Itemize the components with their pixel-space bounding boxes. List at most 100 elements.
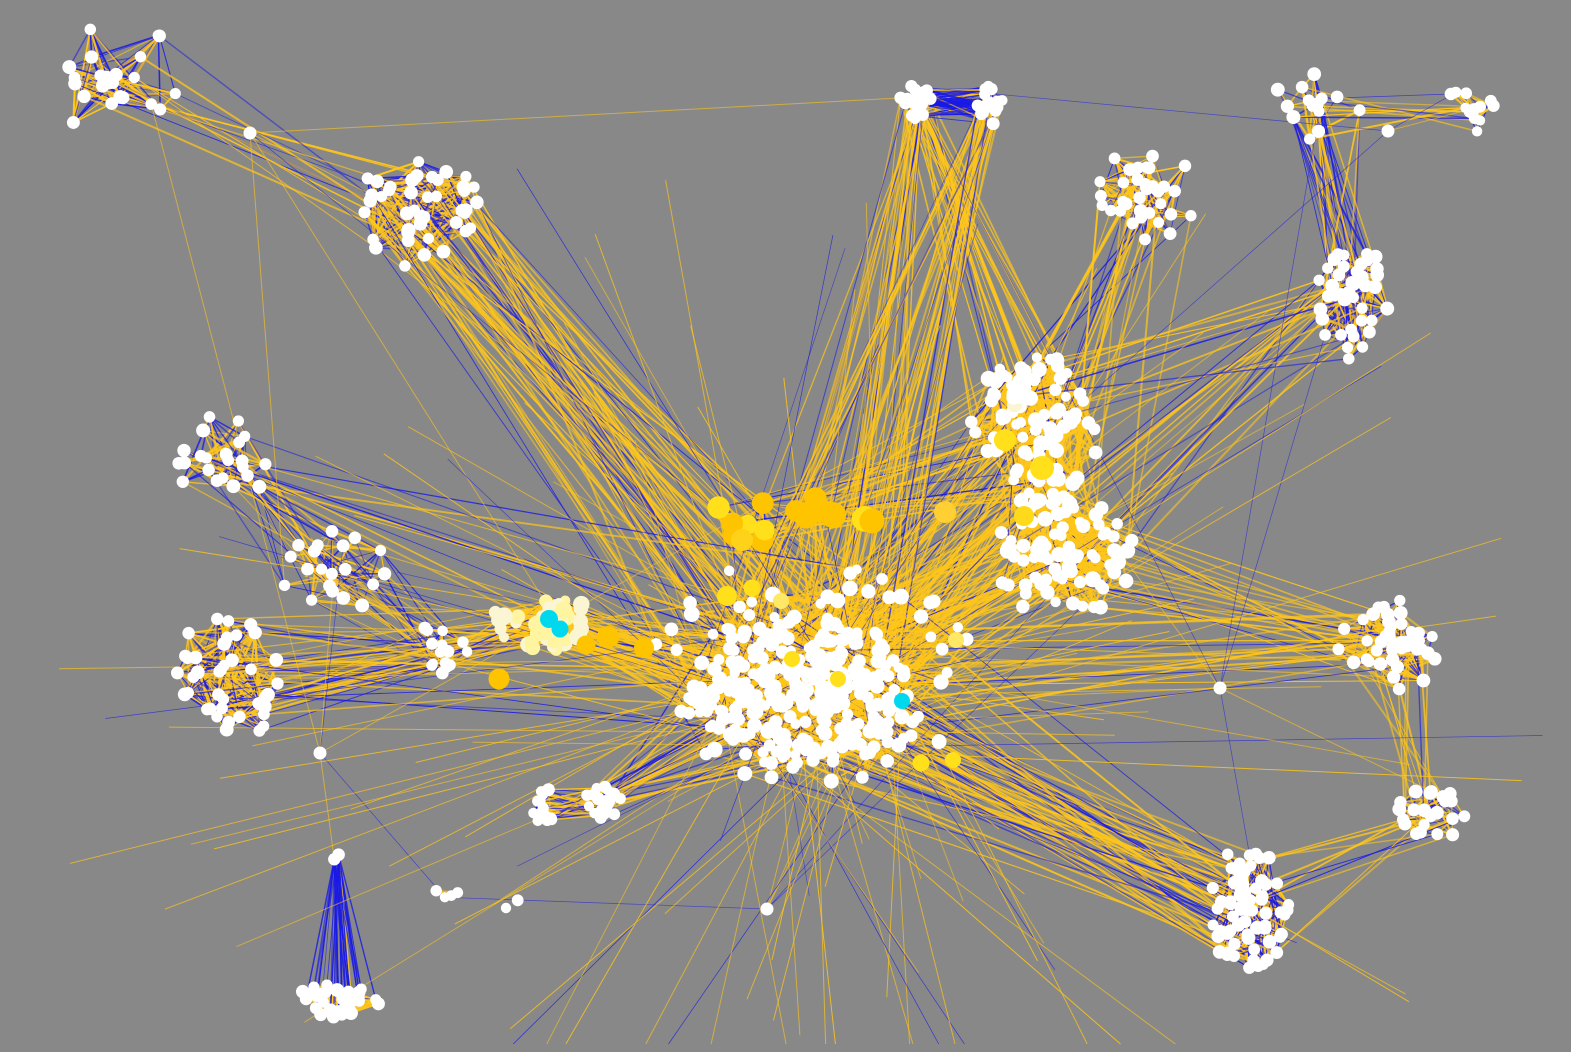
graph-node[interactable] <box>1428 652 1442 666</box>
graph-node[interactable] <box>1133 191 1146 205</box>
graph-node[interactable] <box>683 595 697 610</box>
graph-node[interactable] <box>969 426 982 439</box>
graph-node[interactable] <box>1395 617 1408 631</box>
graph-node[interactable] <box>459 224 472 238</box>
graph-node[interactable] <box>169 88 181 100</box>
graph-node[interactable] <box>764 770 779 785</box>
graph-node[interactable] <box>1221 848 1234 861</box>
graph-node[interactable] <box>923 595 937 610</box>
graph-node[interactable] <box>210 474 224 487</box>
graph-node[interactable] <box>1117 176 1130 189</box>
graph-node[interactable] <box>84 23 97 36</box>
graph-node[interactable] <box>1280 99 1295 113</box>
graph-node[interactable] <box>707 496 730 519</box>
graph-node-bridge[interactable] <box>243 126 257 140</box>
graph-node[interactable] <box>980 370 997 387</box>
graph-node-high-value[interactable] <box>859 508 885 534</box>
graph-node-high-value[interactable] <box>820 502 846 528</box>
graph-node[interactable] <box>203 702 217 716</box>
graph-node[interactable] <box>457 636 469 648</box>
graph-node[interactable] <box>935 642 949 656</box>
graph-node[interactable] <box>859 748 872 761</box>
graph-node[interactable] <box>699 747 713 761</box>
graph-node[interactable] <box>1379 629 1393 643</box>
graph-node[interactable] <box>894 709 910 725</box>
graph-node[interactable] <box>1394 594 1406 607</box>
graph-node-bridge[interactable] <box>1381 124 1395 138</box>
graph-node[interactable] <box>367 578 380 591</box>
graph-node[interactable] <box>751 492 774 515</box>
graph-node[interactable] <box>1146 180 1159 193</box>
graph-node[interactable] <box>154 103 167 116</box>
graph-node[interactable] <box>559 634 572 647</box>
graph-node[interactable] <box>545 812 557 825</box>
graph-node[interactable] <box>384 180 397 194</box>
graph-node[interactable] <box>1107 530 1120 543</box>
graph-node[interactable] <box>1253 851 1266 864</box>
graph-node[interactable] <box>1094 501 1109 516</box>
graph-node[interactable] <box>1010 389 1025 404</box>
graph-node[interactable] <box>1357 613 1369 626</box>
graph-node[interactable] <box>434 646 446 658</box>
graph-node[interactable] <box>824 634 838 648</box>
graph-node[interactable] <box>1094 189 1107 202</box>
graph-node[interactable] <box>534 795 546 808</box>
graph-node-highlighted[interactable] <box>540 610 558 628</box>
graph-node[interactable] <box>1084 571 1101 588</box>
graph-node[interactable] <box>1270 877 1284 890</box>
graph-node-high-value[interactable] <box>934 501 956 523</box>
graph-node[interactable] <box>399 206 414 221</box>
graph-node[interactable] <box>1051 402 1067 418</box>
graph-node[interactable] <box>358 206 371 219</box>
graph-node[interactable] <box>1033 445 1045 457</box>
graph-node[interactable] <box>1119 542 1136 559</box>
graph-node[interactable] <box>325 584 339 598</box>
graph-node[interactable] <box>1393 605 1408 620</box>
graph-node[interactable] <box>542 783 555 796</box>
graph-node[interactable] <box>816 635 829 647</box>
graph-node[interactable] <box>1017 554 1030 567</box>
graph-node[interactable] <box>880 725 894 739</box>
graph-node[interactable] <box>348 531 362 545</box>
graph-node[interactable] <box>694 655 709 671</box>
graph-node[interactable] <box>1327 287 1342 302</box>
graph-node[interactable] <box>1386 643 1399 657</box>
graph-node[interactable] <box>452 887 464 899</box>
graph-node-high-value[interactable] <box>994 429 1016 451</box>
graph-node-high-value[interactable] <box>945 752 961 768</box>
graph-node[interactable] <box>1418 818 1430 831</box>
graph-node[interactable] <box>857 677 872 693</box>
graph-node[interactable] <box>893 588 909 605</box>
graph-node-high-value[interactable] <box>912 754 930 772</box>
graph-node[interactable] <box>1106 543 1122 558</box>
graph-node[interactable] <box>1056 419 1072 434</box>
graph-node[interactable] <box>417 248 432 262</box>
graph-node[interactable] <box>829 650 845 666</box>
graph-node[interactable] <box>788 687 803 702</box>
graph-node[interactable] <box>410 169 424 183</box>
graph-node[interactable] <box>1337 260 1350 273</box>
graph-node[interactable] <box>848 636 862 650</box>
graph-node[interactable] <box>589 808 600 819</box>
graph-node[interactable] <box>851 729 863 740</box>
graph-node[interactable] <box>128 71 140 84</box>
graph-node[interactable] <box>914 90 928 104</box>
graph-node[interactable] <box>458 184 471 197</box>
graph-node[interactable] <box>1257 958 1269 971</box>
graph-node-high-value[interactable] <box>773 593 789 609</box>
graph-node[interactable] <box>786 760 800 774</box>
graph-node[interactable] <box>375 190 388 203</box>
graph-node[interactable] <box>211 710 223 723</box>
graph-node[interactable] <box>841 717 852 728</box>
graph-node[interactable] <box>1017 445 1032 460</box>
graph-node[interactable] <box>845 737 859 751</box>
graph-node[interactable] <box>1057 574 1068 585</box>
graph-node[interactable] <box>1225 862 1238 875</box>
graph-node[interactable] <box>1385 652 1400 667</box>
graph-node[interactable] <box>301 562 315 576</box>
graph-node[interactable] <box>555 601 573 619</box>
graph-node[interactable] <box>714 704 727 717</box>
graph-node[interactable] <box>1087 601 1101 614</box>
graph-node[interactable] <box>866 719 881 734</box>
graph-node-high-value[interactable] <box>717 586 737 606</box>
